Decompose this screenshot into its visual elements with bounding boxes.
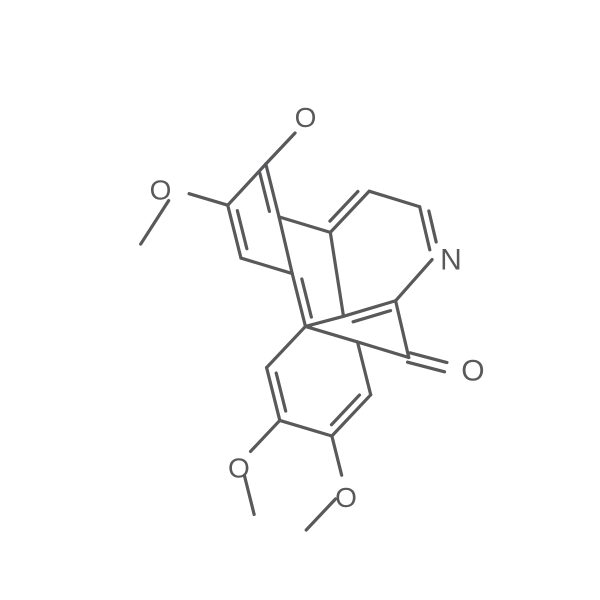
atom-label-o: O: [150, 175, 172, 206]
atom-label-o: O: [461, 355, 484, 388]
atom-label-o: O: [228, 453, 250, 484]
atom-label-o: O: [295, 102, 317, 133]
atom-label-n: N: [440, 244, 462, 277]
molecule-diagram: N O O O O O: [0, 0, 600, 600]
atom-label-o: O: [335, 482, 357, 513]
